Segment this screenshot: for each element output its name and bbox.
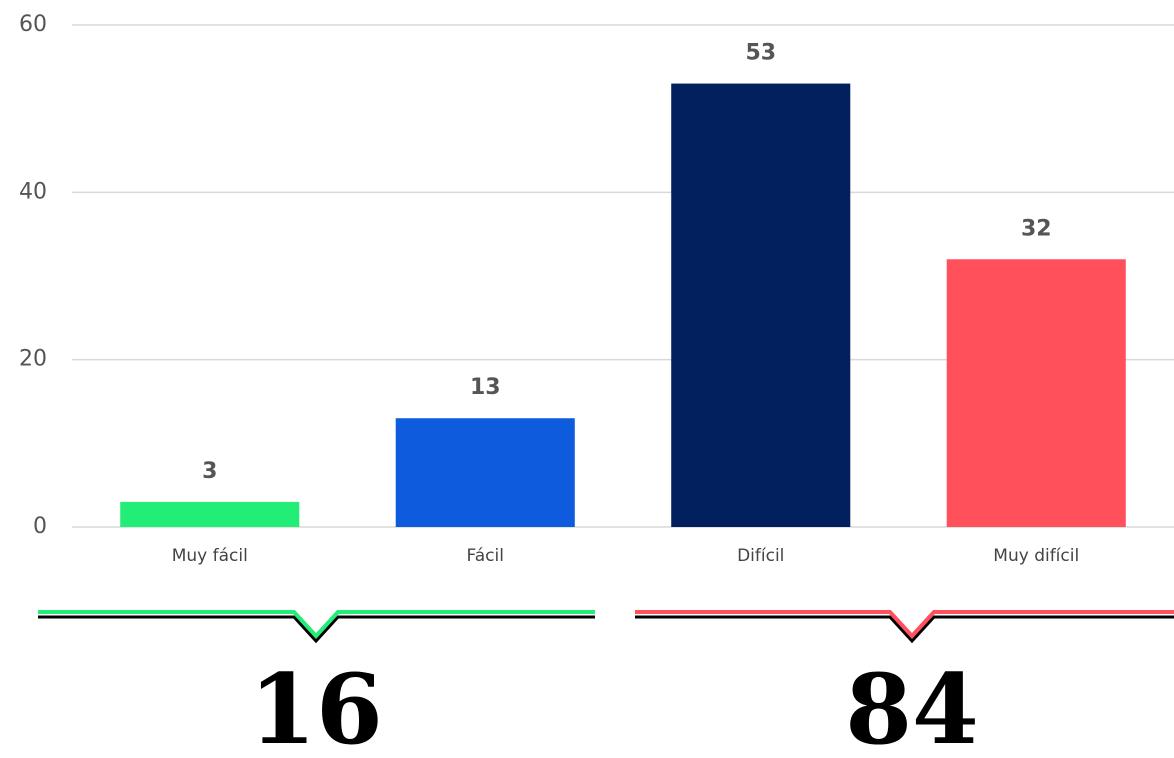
bracket-shadow <box>635 615 1174 644</box>
group-total: 84 <box>845 653 979 758</box>
bar <box>120 501 300 527</box>
bar <box>671 83 851 528</box>
value-label: 13 <box>470 375 501 400</box>
bar <box>395 418 575 527</box>
value-label: 53 <box>745 41 776 66</box>
bracket <box>635 610 1174 639</box>
y-tick-label: 60 <box>19 12 47 37</box>
x-tick-label: Muy fácil <box>172 546 248 566</box>
y-tick-label: 40 <box>19 179 47 204</box>
bracket <box>38 610 595 639</box>
y-tick-label: 20 <box>19 347 47 372</box>
value-label: 32 <box>1021 216 1052 241</box>
x-tick-label: Difícil <box>737 546 784 566</box>
bracket-shadow <box>38 615 595 644</box>
x-tick-label: Fácil <box>467 546 504 566</box>
x-tick-label: Muy difícil <box>993 546 1079 566</box>
value-label: 3 <box>202 459 217 484</box>
y-tick-label: 0 <box>33 514 47 539</box>
bar <box>946 259 1126 527</box>
group-total: 16 <box>249 653 383 758</box>
